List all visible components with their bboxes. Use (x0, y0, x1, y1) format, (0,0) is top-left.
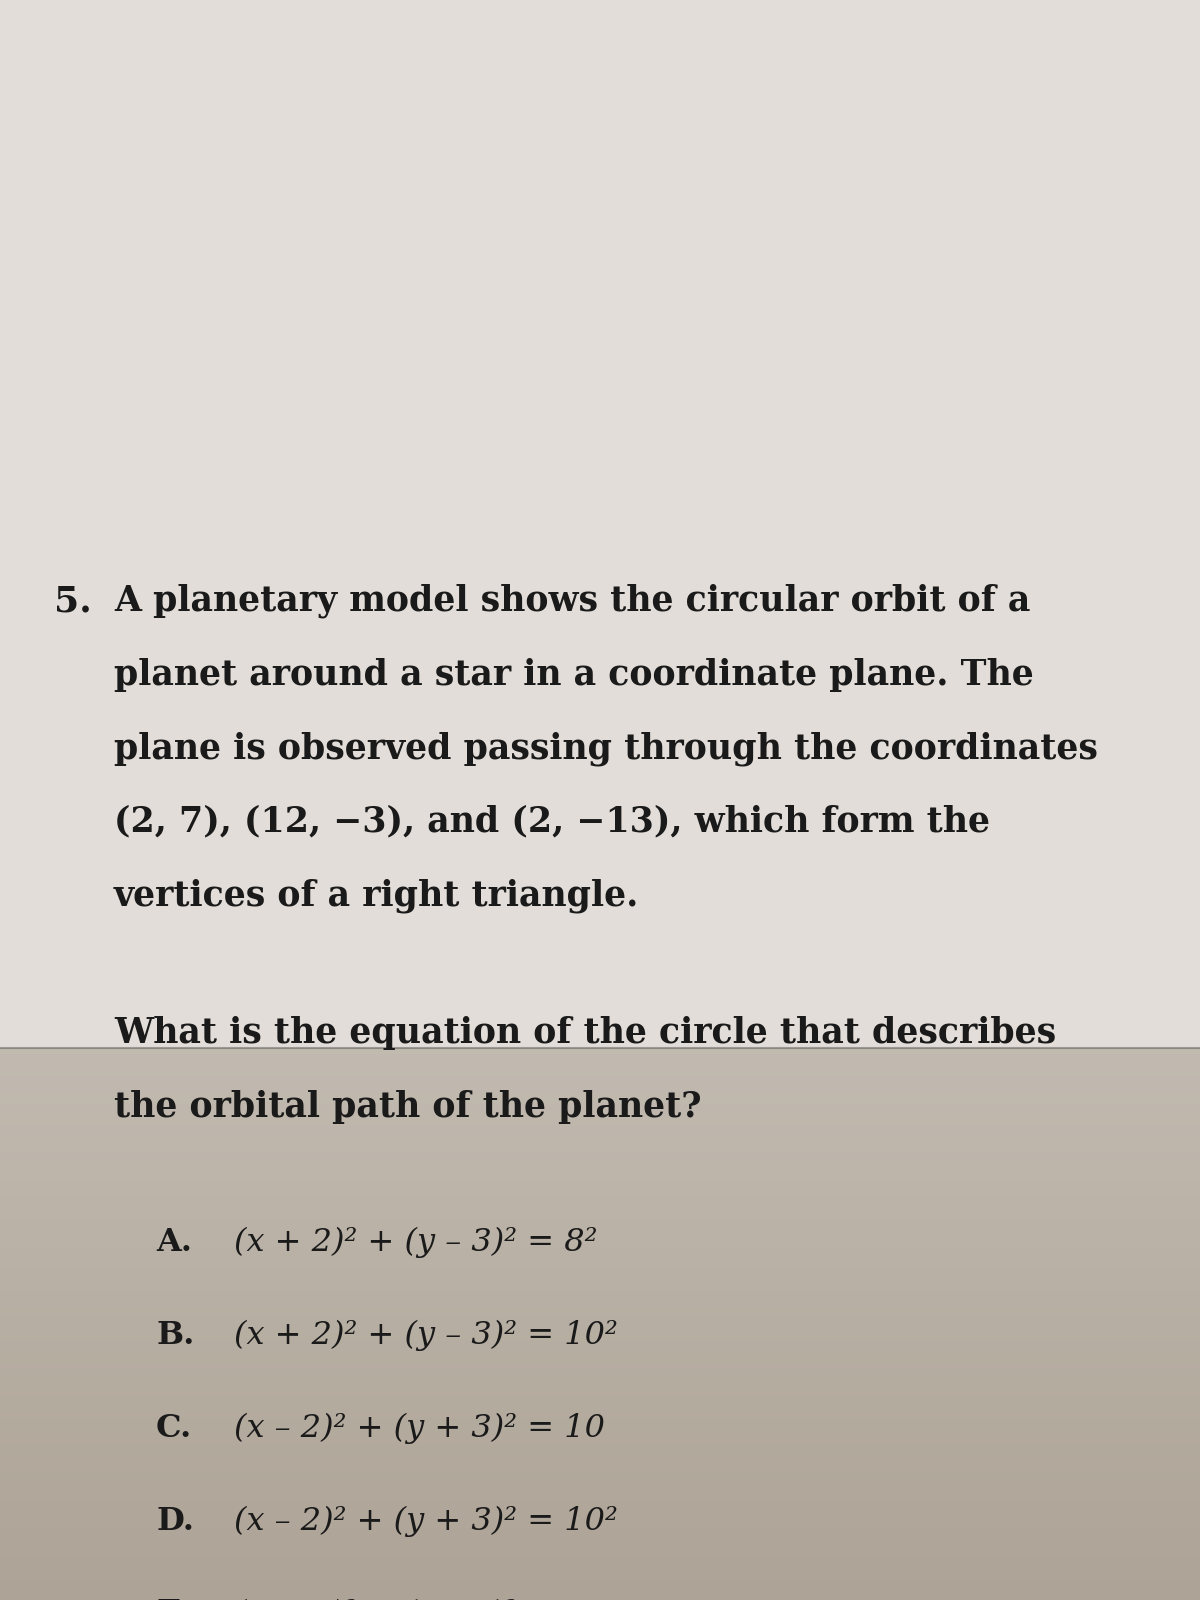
Text: (x + 2)² + (y – 3)² = 8: (x + 2)² + (y – 3)² = 8 (234, 1598, 584, 1600)
Text: (x + 2)² + (y – 3)² = 8²: (x + 2)² + (y – 3)² = 8² (234, 1227, 598, 1259)
Text: E.: E. (156, 1598, 192, 1600)
Text: (x + 2)² + (y – 3)² = 10²: (x + 2)² + (y – 3)² = 10² (234, 1320, 618, 1352)
Bar (0, 0, 1200, 1048)
Text: B.: B. (156, 1320, 194, 1350)
Text: planet around a star in a coordinate plane. The: planet around a star in a coordinate pla… (114, 658, 1033, 691)
Text: plane is observed passing through the coordinates: plane is observed passing through the co… (114, 731, 1098, 766)
Text: A.: A. (156, 1227, 192, 1258)
Text: D.: D. (156, 1506, 194, 1536)
Text: 5.: 5. (54, 584, 91, 618)
Text: vertices of a right triangle.: vertices of a right triangle. (114, 878, 640, 914)
Text: the orbital path of the planet?: the orbital path of the planet? (114, 1090, 702, 1123)
Text: (2, 7), (12, −3), and (2, −13), which form the: (2, 7), (12, −3), and (2, −13), which fo… (114, 805, 990, 838)
Text: (x – 2)² + (y + 3)² = 10: (x – 2)² + (y + 3)² = 10 (234, 1413, 605, 1445)
Text: C.: C. (156, 1413, 192, 1443)
Text: (x – 2)² + (y + 3)² = 10²: (x – 2)² + (y + 3)² = 10² (234, 1506, 618, 1538)
Text: A planetary model shows the circular orbit of a: A planetary model shows the circular orb… (114, 584, 1031, 619)
Text: What is the equation of the circle that describes: What is the equation of the circle that … (114, 1016, 1056, 1050)
